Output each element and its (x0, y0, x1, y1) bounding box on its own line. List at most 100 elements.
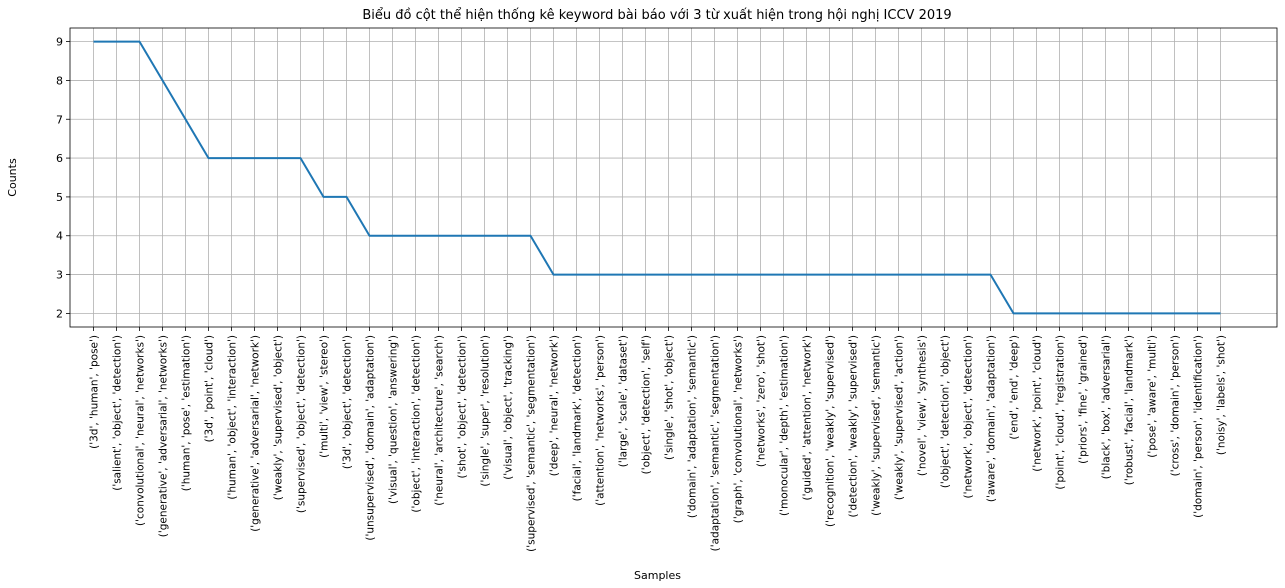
x-tick-label: ('object', 'interaction', 'detection') (411, 335, 423, 513)
x-tick-label: ('network', 'object', 'detection') (963, 335, 975, 498)
x-tick-label: ('cross', 'domain', 'person') (1170, 335, 1182, 476)
x-tick-label: ('3d', 'object', 'detection') (342, 335, 354, 469)
series-line (93, 40, 1221, 315)
x-tick-label: ('end', 'end', 'deep') (1009, 335, 1021, 440)
x-tick-label: ('generative', 'adversarial', 'network') (250, 335, 262, 532)
grid-layer (70, 28, 1277, 327)
x-tick-label: ('domain', 'adaptation', 'semantic') (687, 335, 699, 518)
data-point (484, 235, 486, 237)
data-point (576, 274, 578, 276)
x-tick-label: ('attention', 'networks', 'person') (595, 335, 607, 506)
data-point (369, 235, 371, 237)
data-point (507, 235, 509, 237)
data-point (231, 157, 233, 159)
data-point (208, 157, 210, 159)
x-tick-label: ('unsupervised', 'domain', 'adaptation') (365, 335, 377, 541)
data-point (1036, 312, 1038, 314)
x-tick-label: ('pose', 'aware', 'multi') (1147, 335, 1159, 458)
x-tick-label: ('point', 'cloud', 'registration') (1055, 335, 1067, 490)
data-point (852, 274, 854, 276)
series-layer (93, 40, 1222, 315)
x-tick-label: ('priors', 'fine', 'grained') (1078, 335, 1090, 464)
data-point (1151, 312, 1153, 314)
data-point (622, 274, 624, 276)
data-point (185, 118, 187, 120)
x-tick-label: ('salient', 'object', 'detection') (112, 335, 124, 491)
x-tick-label: ('object', 'detection', 'self') (641, 335, 653, 474)
data-point (1082, 312, 1084, 314)
x-tick-label: ('human', 'pose', 'estimation') (181, 335, 193, 491)
x-tick-label: ('weakly', 'supervised', 'object') (273, 335, 285, 500)
data-point (783, 274, 785, 276)
data-point (346, 196, 348, 198)
x-tick-label: ('object', 'detection', 'object') (940, 335, 952, 488)
data-point (714, 274, 716, 276)
x-tick-label: ('black', 'box', 'adversarial') (1101, 335, 1113, 479)
data-point (277, 157, 279, 159)
x-tick-label: ('single', 'super', 'resolution') (480, 335, 492, 487)
x-tick-label: ('3d', 'point', 'cloud') (204, 335, 216, 442)
x-tick-label: ('human', 'object', 'interaction') (227, 335, 239, 500)
data-point (898, 274, 900, 276)
data-point (254, 157, 256, 159)
data-point (93, 41, 95, 43)
x-tick-label: ('network', 'point', 'cloud') (1032, 335, 1044, 472)
x-tick-label: ('neural', 'architecture', 'search') (434, 335, 446, 506)
x-tick-label: ('guided', 'attention', 'network') (802, 335, 814, 500)
data-point (691, 274, 693, 276)
x-tick-label: ('single', 'shot', 'object') (664, 335, 676, 460)
data-point (921, 274, 923, 276)
data-point (875, 274, 877, 276)
x-tick-label: ('aware', 'domain', 'adaptation') (986, 335, 998, 502)
data-point (530, 235, 532, 237)
x-tick-label: ('detection', 'weakly', 'supervised') (848, 335, 860, 517)
data-point (300, 157, 302, 159)
x-tick-label: ('generative', 'adversarial', 'networks'… (158, 335, 170, 537)
x-tick-label: ('large', 'scale', 'dataset') (618, 335, 630, 467)
data-point (645, 274, 647, 276)
x-tick-label: ('shot', 'object', 'detection') (457, 335, 469, 478)
data-point (829, 274, 831, 276)
data-point (1105, 312, 1107, 314)
data-point (668, 274, 670, 276)
data-point (967, 274, 969, 276)
y-tick-label: 7 (56, 113, 63, 126)
x-tick-label: ('visual', 'object', 'tracking') (503, 335, 515, 480)
y-tick-label: 9 (56, 36, 63, 49)
y-tick-label: 5 (56, 191, 63, 204)
y-tick-label: 6 (56, 152, 63, 165)
x-tick-label: ('adaptation', 'semantic', 'segmentation… (710, 335, 722, 551)
y-tick-label: 3 (56, 269, 63, 282)
data-point (461, 235, 463, 237)
data-point (162, 79, 164, 81)
data-point (1197, 312, 1199, 314)
x-tick-label: ('noisy', 'labels', 'shot') (1216, 335, 1228, 455)
data-point (1220, 312, 1222, 314)
data-point (1013, 312, 1015, 314)
y-axis-ticks: 2 3 4 5 6 7 8 9 (56, 36, 70, 320)
chart-title: Biểu đồ cột thể hiện thống kê keyword bà… (362, 8, 951, 23)
x-tick-label: ('monocular', 'depth', 'estimation') (779, 335, 791, 516)
data-point (323, 196, 325, 198)
data-point (139, 41, 141, 43)
y-tick-label: 2 (56, 307, 63, 320)
y-tick-label: 8 (56, 74, 63, 87)
data-point (990, 274, 992, 276)
x-tick-label: ('multi', 'view', 'stereo') (319, 335, 331, 458)
data-point (1174, 312, 1176, 314)
x-tick-label: ('3d', 'human', 'pose') (89, 335, 101, 449)
x-tick-label: ('novel', 'view', 'synthesis') (917, 335, 929, 476)
data-point (438, 235, 440, 237)
x-tick-label: ('supervised', 'object', 'detection') (296, 335, 308, 513)
x-tick-label: ('visual', 'question', 'answering') (388, 335, 400, 504)
x-tick-label: ('weakly', 'supervised', 'semantic') (871, 335, 883, 516)
data-point (553, 274, 555, 276)
data-point (415, 235, 417, 237)
x-tick-label: ('domain', 'person', 'identification') (1193, 335, 1205, 518)
data-point (944, 274, 946, 276)
data-point (116, 41, 118, 43)
data-point (737, 274, 739, 276)
x-tick-label: ('convolutional', 'neural', 'networks') (135, 335, 147, 526)
data-point (599, 274, 601, 276)
